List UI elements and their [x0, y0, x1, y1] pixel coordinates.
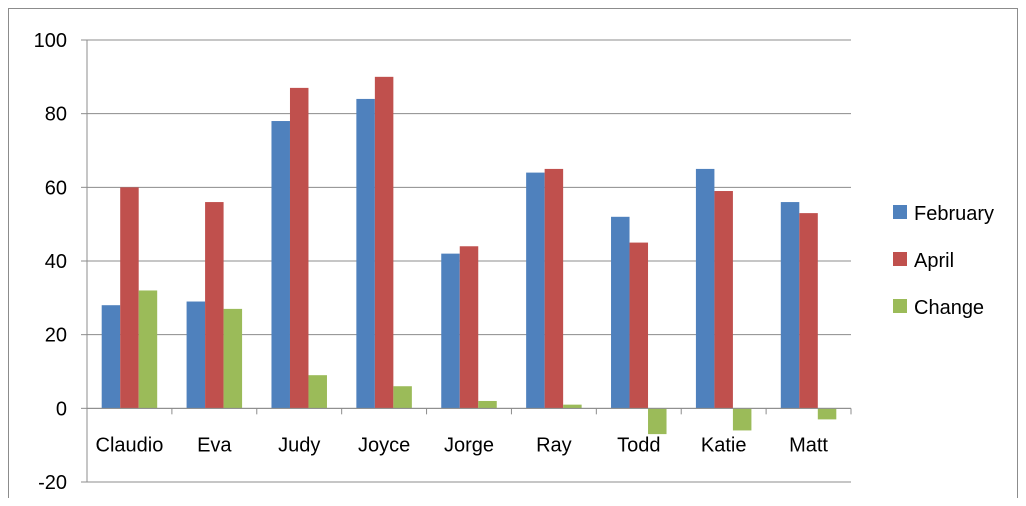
bar-change-jorge	[478, 400, 497, 409]
bar-april-ray	[544, 168, 564, 409]
bar-february-joyce	[356, 98, 375, 409]
bar-april-matt	[799, 213, 818, 409]
x-category-label: Jorge	[444, 434, 494, 456]
x-axis-category-labels: Claudio Eva Judy Joyce Jorge Ray Todd Katie Matt	[96, 434, 829, 456]
x-category-label: Joyce	[358, 434, 410, 456]
bar-february-judy	[271, 121, 290, 409]
y-axis-tick-labels: 100 80 60 40 20 0 -20	[34, 30, 67, 494]
chart-frame	[8, 8, 1018, 498]
bar-change-matt	[817, 408, 837, 420]
bar-february-ray	[526, 172, 545, 409]
y-tick-label: 0	[56, 398, 67, 420]
x-category-label: Katie	[701, 434, 747, 456]
bars	[101, 76, 837, 435]
bar-february-todd	[611, 216, 630, 409]
bar-change-claudio	[138, 290, 158, 409]
bar-february-katie	[695, 168, 715, 409]
bar-april-katie	[714, 191, 733, 409]
x-category-label: Todd	[617, 434, 660, 456]
bar-april-judy	[289, 87, 309, 409]
bar-april-claudio	[120, 187, 139, 409]
x-category-label: Judy	[278, 434, 320, 456]
bar-change-judy	[308, 375, 327, 409]
legend-label-change: Change	[914, 297, 984, 319]
bar-change-todd	[648, 408, 667, 435]
legend-swatch-change	[893, 299, 907, 313]
bar-april-eva	[205, 202, 224, 409]
bar-change-katie	[732, 408, 752, 431]
legend-swatch-april	[893, 252, 907, 266]
axes	[86, 40, 852, 482]
y-tick-label: 40	[45, 251, 67, 273]
x-category-label: Claudio	[96, 434, 164, 456]
y-tick-label: 100	[34, 30, 67, 52]
bar-change-ray	[563, 404, 582, 409]
bar-change-joyce	[393, 386, 412, 409]
legend: February April Change	[893, 203, 994, 319]
x-category-label: Ray	[536, 434, 572, 456]
bar-february-eva	[186, 301, 206, 409]
x-category-label: Eva	[197, 434, 232, 456]
bar-april-jorge	[459, 246, 479, 409]
bar-april-todd	[629, 242, 649, 409]
y-tick-label: 20	[45, 325, 67, 347]
legend-swatch-february	[893, 205, 907, 219]
x-category-label: Matt	[789, 434, 828, 456]
bar-february-claudio	[101, 305, 121, 409]
bar-february-matt	[780, 202, 800, 409]
bar-april-joyce	[374, 76, 394, 409]
legend-label-april: April	[914, 250, 954, 272]
y-tick-label: 80	[45, 104, 67, 126]
y-tick-label: 60	[45, 177, 67, 199]
y-tick-label: -20	[38, 472, 67, 494]
bar-change-eva	[223, 308, 243, 409]
bar-february-jorge	[441, 253, 460, 409]
legend-label-february: February	[914, 203, 994, 225]
